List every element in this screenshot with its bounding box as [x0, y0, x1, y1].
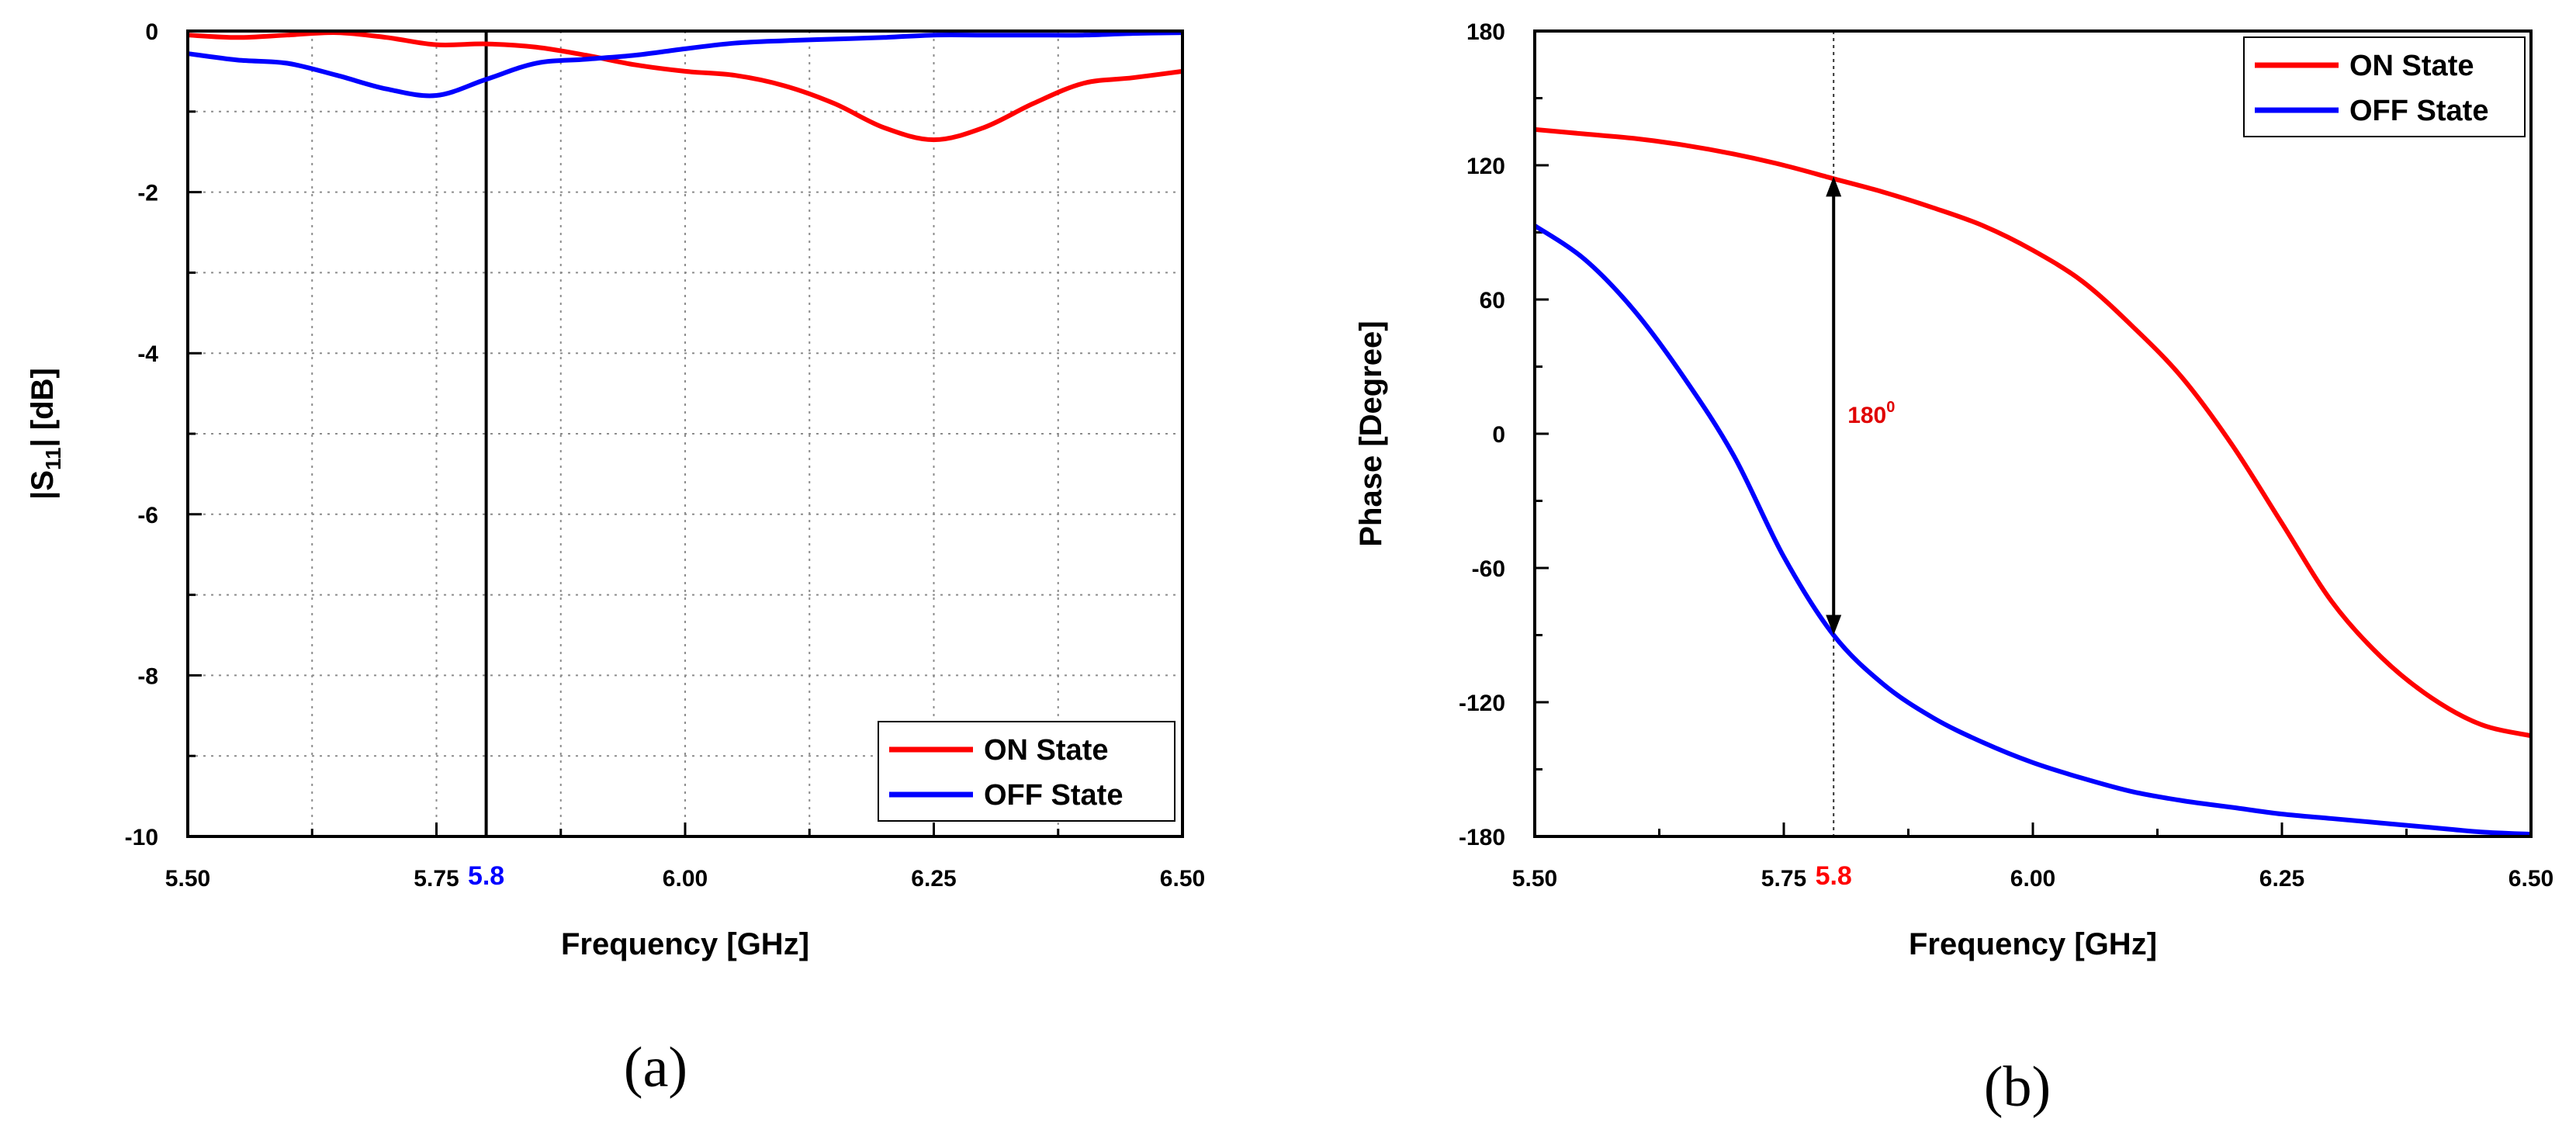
y-axis-title: |S11| [dB]: [26, 368, 65, 500]
y-tick-label: -2: [137, 181, 158, 206]
legend-label: OFF State: [2349, 95, 2488, 127]
x-tick-label: 6.25: [911, 866, 956, 892]
y-tick-label: -6: [137, 503, 158, 528]
y-tick-label: 60: [1480, 288, 1505, 313]
y-axis-title-part: 11: [41, 447, 65, 470]
degree-superscript: 0: [1886, 399, 1895, 416]
legend-box: [2243, 36, 2526, 137]
y-tick-label: 180: [1466, 19, 1505, 45]
plot-frame: [186, 29, 1184, 838]
x-axis-title: Frequency [GHz]: [1909, 927, 2157, 961]
x-tick-label: 5.75: [1761, 866, 1806, 892]
x-tick-label: 6.50: [1160, 866, 1205, 892]
y-axis-title: Phase [Degree]: [1354, 320, 1388, 546]
y-tick-label: -4: [137, 341, 158, 367]
y-axis-title-part: |S: [26, 470, 60, 500]
y-tick-label: -10: [125, 825, 158, 850]
y-tick-label: -8: [137, 663, 158, 689]
y-tick-label: 0: [1492, 422, 1505, 448]
chart-panel-b: 5.50 5.75 6.00 6.25 6.50 -180 -120 -60 0 60 120 180…: [1354, 19, 2553, 1119]
legend-label: ON State: [984, 734, 1108, 767]
x-tick-label: 6.25: [2259, 866, 2304, 892]
series-line-on-state: [1534, 126, 2532, 739]
legend-label: OFF State: [984, 779, 1123, 812]
marker-label: 5.8: [1816, 861, 1852, 891]
x-tick-label: 6.00: [663, 866, 708, 892]
x-tick-label: 5.50: [1512, 866, 1557, 892]
legend-label: ON State: [2349, 50, 2474, 82]
phase-difference-value: 180: [1847, 403, 1886, 428]
x-tick-label: 6.50: [2508, 866, 2553, 892]
marker-label: 5.8: [468, 861, 504, 891]
legend-box: [878, 721, 1175, 822]
chart-panel-a: 5.50 5.75 6.00 6.25 6.50 -10 -8 -6 -4 -2 0 5.8 ON St…: [26, 19, 1205, 1099]
series-line-on-state: [187, 30, 1183, 143]
phase-difference-label: 1800: [1847, 399, 1895, 428]
panel-label: (a): [624, 1036, 687, 1099]
y-tick-label: -60: [1472, 556, 1505, 582]
y-tick-label: 0: [145, 19, 158, 45]
panel-label: (b): [1984, 1055, 2051, 1119]
y-tick-label: 120: [1466, 154, 1505, 179]
x-tick-label: 5.75: [414, 866, 459, 892]
x-axis-title: Frequency [GHz]: [561, 927, 809, 961]
y-tick-label: -180: [1459, 825, 1505, 850]
y-axis-title-part: | [dB]: [26, 368, 60, 447]
plot-frame: [1533, 29, 2533, 838]
series-line-off-state: [1533, 223, 2532, 837]
y-tick-label: -120: [1459, 691, 1505, 716]
x-tick-label: 5.50: [165, 866, 210, 892]
arrow-head-up: [1826, 176, 1842, 197]
series-line-off-state: [187, 30, 1183, 99]
arrow-head-down: [1826, 615, 1842, 635]
x-tick-label: 6.00: [2010, 866, 2055, 892]
